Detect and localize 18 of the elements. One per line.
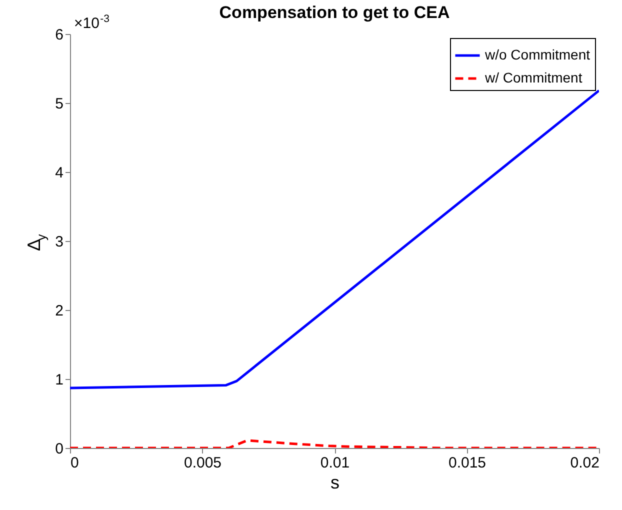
legend-label: w/ Commitment	[484, 70, 582, 86]
x-axis-title: s	[330, 472, 340, 492]
y-tick-label: 3	[55, 234, 64, 250]
y-axis-title: Δy	[24, 234, 48, 251]
x-tick-label: 0.005	[184, 454, 222, 472]
y-tick-label: 0	[55, 440, 64, 458]
y-tick-label: 6	[55, 26, 64, 44]
y-tick-label: 2	[55, 302, 64, 320]
x-tick-label: 0.015	[448, 454, 486, 472]
x-tick-label: 0.02	[570, 454, 600, 472]
chart-title: Compensation to get to CEA	[219, 3, 450, 22]
y-tick-label: 4	[55, 164, 64, 182]
x-tick-label: 0	[70, 454, 79, 472]
y-tick-label: 5	[55, 96, 64, 112]
y-tick-label: 1	[55, 372, 64, 388]
line-series	[70, 89, 599, 390]
x-tick-label: 0.01	[320, 454, 350, 472]
legend-label: w/o Commitment	[484, 46, 590, 62]
